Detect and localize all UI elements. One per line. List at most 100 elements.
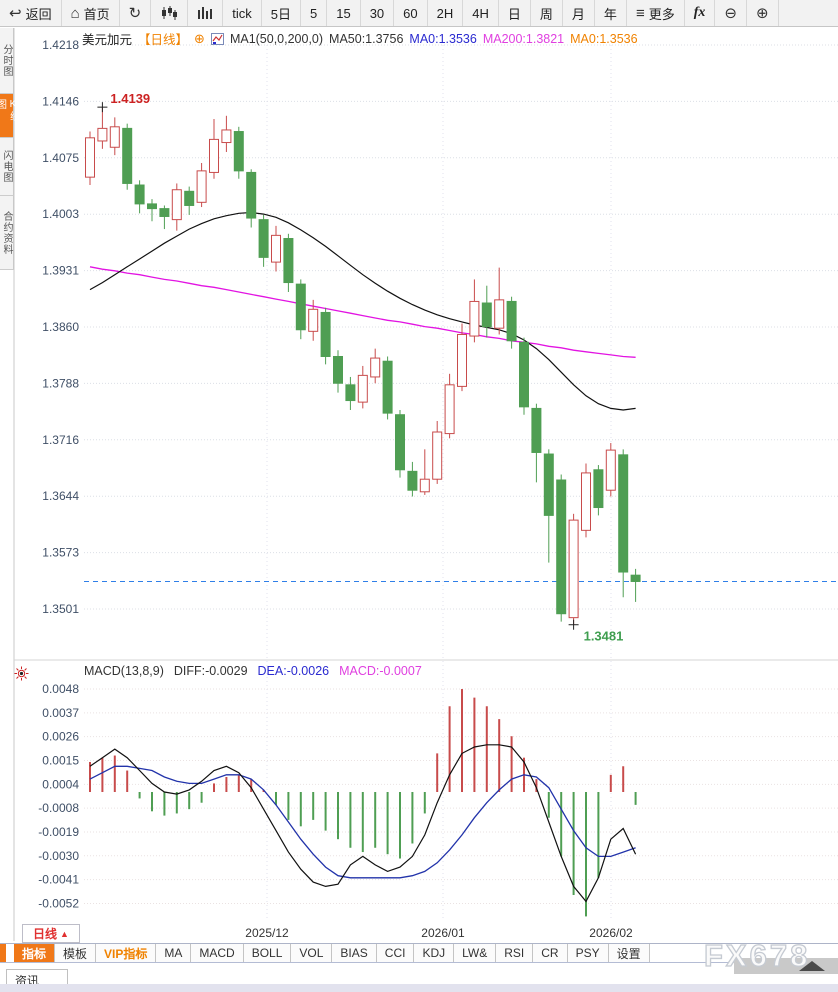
kline-chart-button[interactable] [151, 0, 189, 26]
left-sidebar: 分时图 K线图 闪电图 合约资料 [0, 28, 19, 270]
tab-kdj[interactable]: KDJ [414, 944, 455, 962]
svg-text:0.0048: 0.0048 [42, 682, 79, 696]
tab-cci[interactable]: CCI [376, 944, 415, 962]
home-button[interactable]: ⌂ 首页 [62, 0, 120, 26]
tab-vip-indicator[interactable]: VIP指标 [96, 944, 157, 962]
svg-text:1.4139: 1.4139 [110, 91, 150, 106]
svg-text:1.3644: 1.3644 [42, 489, 79, 503]
sidebar-item-contract-info[interactable]: 合约资料 [0, 196, 14, 270]
svg-text:1.4075: 1.4075 [42, 151, 79, 165]
fx-icon: fx [693, 5, 706, 20]
tab-indicator[interactable]: 指标 [14, 944, 56, 962]
ma0-orange-value: MA0:1.3536 [570, 31, 638, 46]
svg-text:0.0037: 0.0037 [42, 706, 79, 720]
svg-text:1.3481: 1.3481 [584, 629, 624, 644]
interval-tick[interactable]: tick [223, 0, 262, 26]
top-toolbar: ↩ 返回 ⌂ 首页 ↻ [0, 0, 838, 27]
tabbar-top-rule [0, 943, 838, 944]
indicator-settings-icon[interactable] [14, 666, 29, 686]
mini-chart-icon[interactable] [210, 32, 224, 45]
svg-text:1.4218: 1.4218 [42, 38, 79, 52]
tab-psy[interactable]: PSY [567, 944, 609, 962]
macd-dea-value: DEA:-0.0026 [257, 664, 330, 678]
tab-bias[interactable]: BIAS [332, 944, 377, 962]
chart-title-row: 美元加元 【日线】 ⊕ MA1(50,0,200,0) MA50:1.3756 … [82, 29, 638, 48]
zoom-in-button[interactable]: ⊕ [747, 0, 779, 26]
svg-text:-0.0052: -0.0052 [38, 896, 79, 910]
interval-year[interactable]: 年 [595, 0, 627, 26]
tab-ma[interactable]: MA [156, 944, 192, 962]
hamburger-icon: ≡ [635, 4, 645, 22]
refresh-button[interactable]: ↻ [120, 0, 152, 26]
svg-text:0.0004: 0.0004 [42, 777, 79, 791]
sidebar-item-time-chart[interactable]: 分时图 [0, 28, 14, 94]
ma50-value: MA50:1.3756 [329, 31, 404, 46]
tab-template[interactable]: 模板 [55, 944, 97, 962]
interval-60min[interactable]: 60 [394, 0, 428, 26]
zoom-out-button[interactable]: ⊖ [715, 0, 747, 26]
tabbar-bottom-rule [0, 962, 838, 963]
kline-chart-icon [162, 6, 178, 20]
bottom-bar: 资讯 [0, 963, 838, 992]
ma200-value: MA200:1.3821 [482, 31, 565, 46]
volume-bars-icon [198, 7, 213, 19]
period-selector[interactable]: 日线 ▲ [22, 924, 80, 943]
tab-cr[interactable]: CR [533, 944, 568, 962]
indicator-tabbar: 指标 模板 VIP指标 MA MACD BOLL VOL BIAS CCI KD… [0, 944, 650, 962]
tabbar-corner-mark [0, 944, 6, 962]
svg-text:-0.0041: -0.0041 [38, 873, 79, 887]
svg-text:-0.0008: -0.0008 [38, 801, 79, 815]
svg-text:1.3716: 1.3716 [42, 433, 79, 447]
fx678-watermark: FX678 [703, 937, 811, 973]
back-button[interactable]: ↩ 返回 [0, 0, 62, 26]
interval-5day[interactable]: 5日 [262, 0, 301, 26]
bottom-strip [0, 984, 838, 992]
interval-30min[interactable]: 30 [361, 0, 395, 26]
tab-rsi[interactable]: RSI [496, 944, 534, 962]
expand-triangle-icon[interactable] [799, 961, 825, 971]
tab-vol[interactable]: VOL [291, 944, 333, 962]
svg-text:1.3501: 1.3501 [42, 602, 79, 616]
ma0-blue-value: MA0:1.3536 [409, 31, 477, 46]
svg-text:1.4003: 1.4003 [42, 207, 79, 221]
sidebar-item-kline-chart[interactable]: K线图 [0, 94, 19, 138]
sidebar-item-lightning-chart[interactable]: 闪电图 [0, 138, 14, 196]
svg-text:1.3788: 1.3788 [42, 376, 79, 390]
period-tag: 【日线】 [138, 33, 189, 47]
interval-2h[interactable]: 2H [428, 0, 464, 26]
interval-5min[interactable]: 5 [301, 0, 328, 26]
interval-week[interactable]: 周 [531, 0, 563, 26]
svg-text:1.4146: 1.4146 [42, 94, 79, 108]
svg-text:2026/02: 2026/02 [589, 926, 633, 940]
zoom-out-icon: ⊖ [724, 4, 737, 22]
tab-boll[interactable]: BOLL [243, 944, 292, 962]
tab-settings[interactable]: 设置 [608, 944, 650, 962]
volume-bars-button[interactable] [188, 0, 224, 26]
interval-month[interactable]: 月 [563, 0, 595, 26]
interval-day[interactable]: 日 [499, 0, 531, 26]
back-arrow-icon: ↩ [9, 4, 22, 22]
svg-text:1.3931: 1.3931 [42, 264, 79, 278]
interval-4h[interactable]: 4H [463, 0, 499, 26]
svg-text:-0.0030: -0.0030 [38, 849, 79, 863]
svg-text:-0.0019: -0.0019 [38, 825, 79, 839]
symbol-name: 美元加元 [82, 33, 133, 47]
svg-text:0.0026: 0.0026 [42, 730, 79, 744]
svg-text:2025/12: 2025/12 [245, 926, 289, 940]
tab-lw[interactable]: LW& [454, 944, 497, 962]
tab-macd[interactable]: MACD [191, 944, 244, 962]
zoom-in-icon: ⊕ [755, 4, 769, 22]
interval-15min[interactable]: 15 [327, 0, 361, 26]
more-menu-button[interactable]: ≡ 更多 [627, 0, 685, 26]
macd-header-row: MACD(13,8,9) DIFF:-0.0029 DEA:-0.0026 MA… [84, 664, 422, 678]
svg-text:0.0015: 0.0015 [42, 753, 79, 767]
svg-text:1.3573: 1.3573 [42, 546, 79, 560]
svg-text:1.3860: 1.3860 [42, 320, 79, 334]
svg-text:2026/01: 2026/01 [421, 926, 465, 940]
refresh-icon: ↻ [128, 4, 142, 22]
triangle-up-icon: ▲ [60, 928, 69, 939]
add-circle-icon[interactable]: ⊕ [194, 30, 205, 46]
fx-formula-button[interactable]: fx [685, 0, 716, 26]
